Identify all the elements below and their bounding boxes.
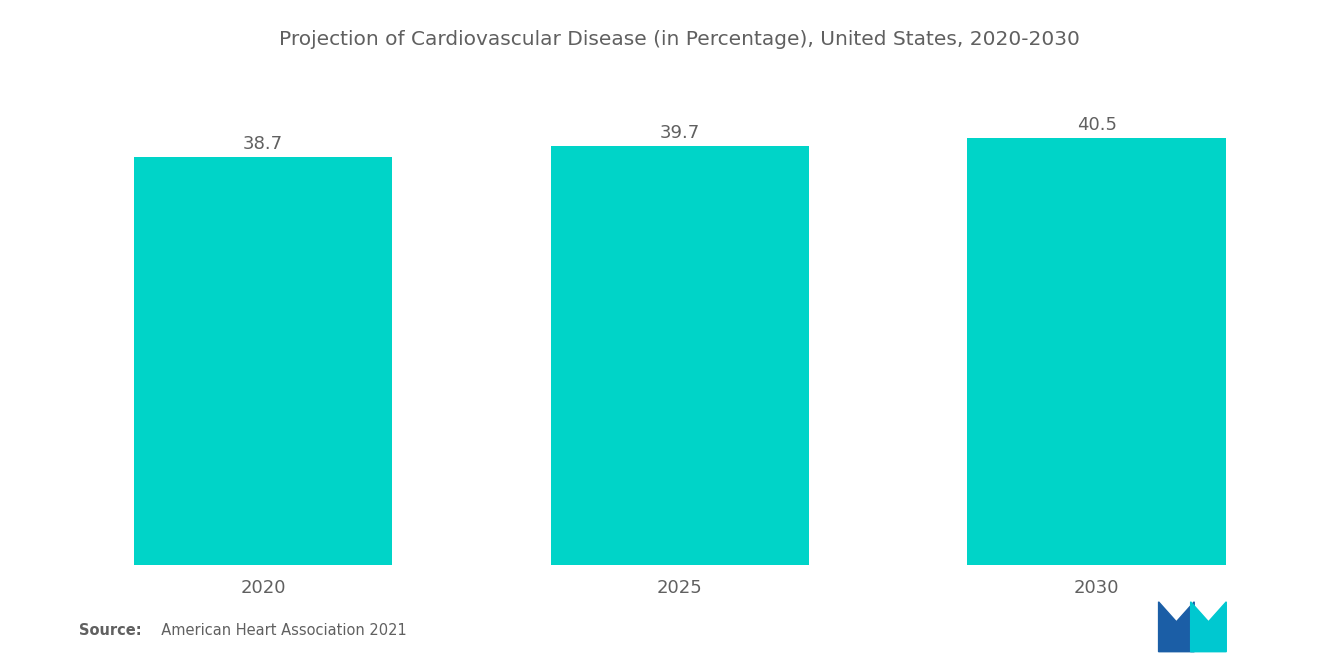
Text: 40.5: 40.5 [1077, 116, 1117, 134]
Polygon shape [1191, 602, 1226, 652]
Bar [133, 157, 392, 565]
Bar [968, 138, 1226, 565]
Text: 38.7: 38.7 [243, 134, 282, 152]
Title: Projection of Cardiovascular Disease (in Percentage), United States, 2020-2030: Projection of Cardiovascular Disease (in… [280, 30, 1080, 49]
Text: Source:: Source: [79, 623, 141, 638]
Polygon shape [1159, 602, 1195, 652]
Text: American Heart Association 2021: American Heart Association 2021 [152, 623, 407, 638]
Bar [550, 146, 809, 565]
Text: 39.7: 39.7 [660, 124, 700, 142]
